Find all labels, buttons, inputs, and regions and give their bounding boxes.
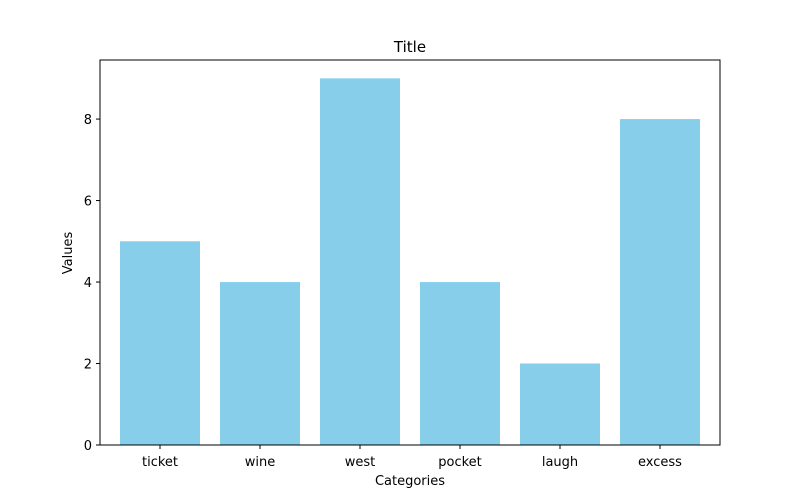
bar-pocket	[420, 282, 500, 445]
bar-excess	[620, 119, 700, 446]
bar-ticket	[120, 241, 200, 445]
x-tick-label: ticket	[142, 455, 178, 470]
bar-west	[320, 78, 400, 445]
x-tick-label: wine	[245, 455, 275, 470]
x-tick-label: excess	[638, 455, 682, 470]
x-tick-label: pocket	[438, 455, 482, 470]
y-ticks-group: 0 2 4 6 8	[84, 113, 100, 454]
y-axis-label: Values	[61, 232, 76, 275]
bars-group	[120, 78, 700, 446]
x-ticks-group: ticket wine west pocket laugh excess	[142, 445, 682, 470]
y-tick-label: 6	[84, 195, 92, 210]
x-tick-label: west	[345, 455, 376, 470]
x-axis-label: Categories	[375, 474, 445, 489]
plot-frame	[99, 59, 721, 446]
x-tick-label: laugh	[542, 455, 578, 470]
chart-title: Title	[393, 38, 426, 56]
y-tick-label: 0	[84, 439, 92, 454]
y-tick-label: 4	[84, 276, 92, 291]
y-tick-label: 2	[84, 358, 92, 373]
bar-laugh	[520, 363, 600, 445]
bar-wine	[220, 282, 300, 445]
y-tick-label: 8	[84, 113, 92, 128]
